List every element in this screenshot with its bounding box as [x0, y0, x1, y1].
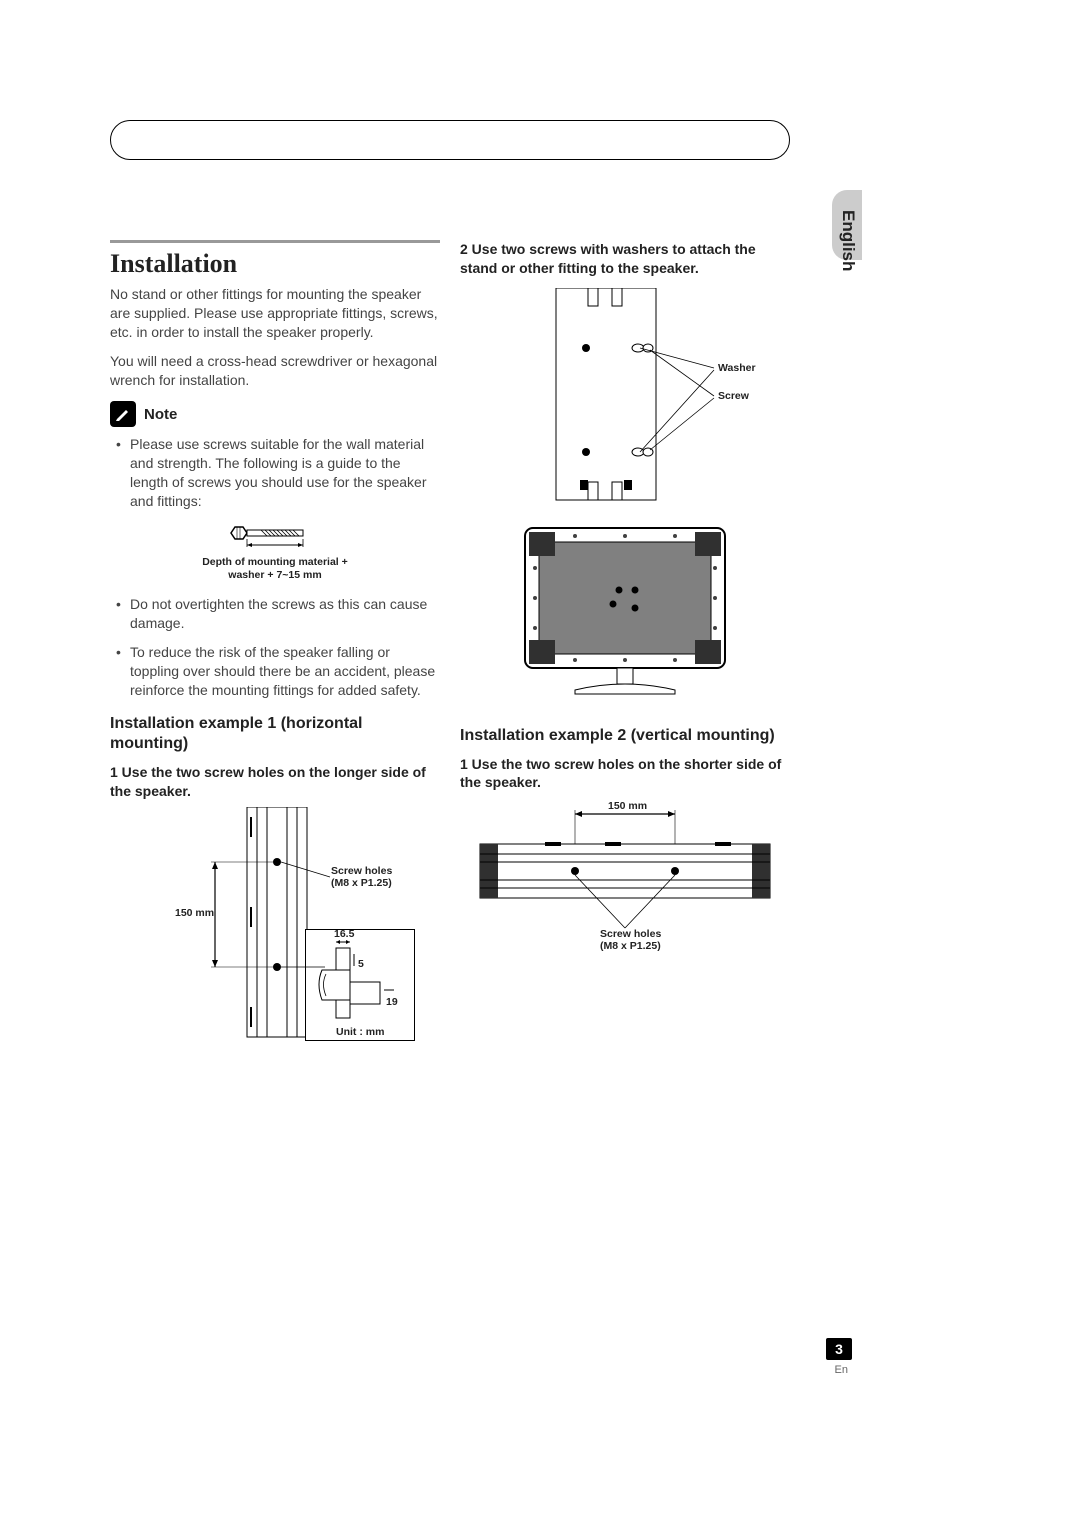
example1-diagram: 150 mm Screw holes (M8 x P1.25) 16.5 5 1…: [135, 807, 415, 1057]
example1-step1: 1 Use the two screw holes on the longer …: [110, 763, 440, 801]
screw-label-2: washer + 7~15 mm: [110, 569, 440, 582]
right-column: 2 Use two screws with washers to attach …: [460, 240, 790, 958]
screw-holes-v-l1: Screw holes: [600, 928, 661, 940]
note-list-2: Do not overtighten the screws as this ca…: [110, 595, 440, 699]
left-column: Installation No stand or other fittings …: [110, 240, 440, 1057]
page-lang: En: [835, 1364, 848, 1376]
note-header: Note: [110, 401, 440, 427]
note-item: Please use screws suitable for the wall …: [130, 435, 440, 511]
header-frame: [110, 120, 790, 160]
stand-diagram: Washer Screw: [490, 288, 760, 508]
dim-150-v: 150 mm: [608, 800, 647, 812]
note-item: Do not overtighten the screws as this ca…: [130, 595, 440, 633]
screw-holes-v-l2: (M8 x P1.25): [600, 940, 661, 952]
section-title: Installation: [110, 249, 440, 279]
example2-diagram: 150 mm Screw holes (M8 x P1.25): [470, 798, 780, 958]
example2-heading: Installation example 2 (vertical mountin…: [460, 726, 790, 747]
monitor-diagram: [505, 518, 745, 708]
screw-label-1: Depth of mounting material +: [110, 556, 440, 569]
washer-label: Washer: [718, 362, 756, 374]
language-label: English: [838, 210, 858, 271]
note-item: To reduce the risk of the speaker fallin…: [130, 643, 440, 700]
step2: 2 Use two screws with washers to attach …: [460, 240, 790, 278]
intro-p2: You will need a cross-head screwdriver o…: [110, 352, 440, 390]
note-icon: [110, 401, 136, 427]
intro-p1: No stand or other fittings for mounting …: [110, 285, 440, 342]
section-rule: [110, 240, 440, 243]
note-list: Please use screws suitable for the wall …: [110, 435, 440, 511]
note-label: Note: [144, 406, 177, 423]
screw-label: Screw: [718, 390, 749, 402]
page-number: 3: [826, 1338, 852, 1360]
example2-step1: 1 Use the two screw holes on the shorter…: [460, 755, 790, 793]
screw-length-diagram: Depth of mounting material + washer + 7~…: [110, 521, 440, 581]
example1-heading: Installation example 1 (horizontal mount…: [110, 714, 440, 756]
